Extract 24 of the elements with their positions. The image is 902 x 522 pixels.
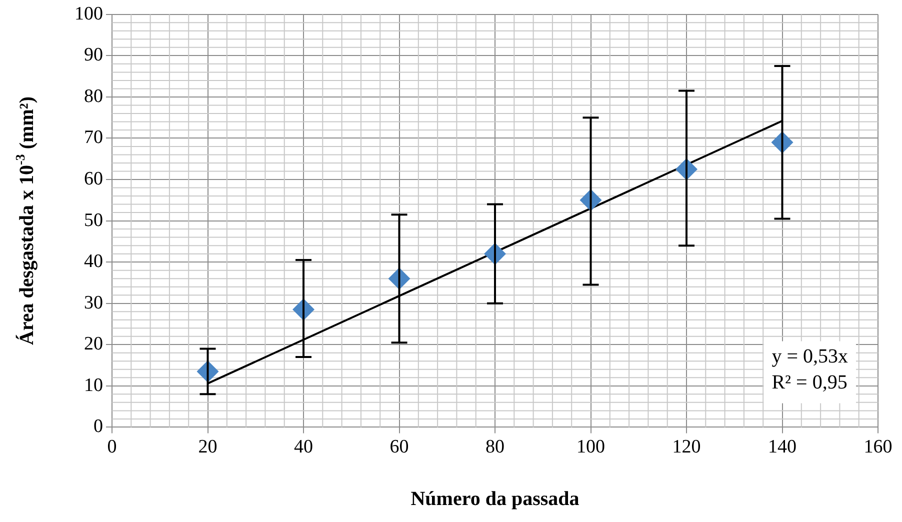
y-tick-label: 50 [84,210,103,231]
y-tick-label: 90 [84,44,103,66]
x-tick-label: 40 [294,436,313,458]
x-tick-label: 160 [864,436,892,458]
y-axis-title: Área desgastada x 10-3 (mm²) [12,96,38,346]
x-tick-label: 20 [198,436,218,458]
x-tick-label: 80 [486,436,504,458]
x-tick-label: 0 [107,436,117,458]
y-tick-label: 100 [74,3,103,24]
y-tick-label: 60 [84,168,103,190]
y-tick-label: 10 [84,374,103,396]
y-tick-label: 30 [84,292,103,314]
x-tick-label: 60 [390,436,409,458]
annotation: y = 0,53x [772,345,848,368]
y-tick-label: 0 [94,416,103,438]
y-tick-label: 40 [84,251,103,272]
x-tick-label: 100 [576,436,605,458]
y-tick-label: 20 [84,334,103,355]
y-tick-label: 80 [84,86,103,107]
annotation: R² = 0,95 [772,371,848,394]
x-tick-label: 140 [768,436,796,458]
x-axis-title: Número da passada [410,488,580,510]
y-tick-label: 70 [84,127,103,148]
x-tick-label: 120 [672,436,701,458]
